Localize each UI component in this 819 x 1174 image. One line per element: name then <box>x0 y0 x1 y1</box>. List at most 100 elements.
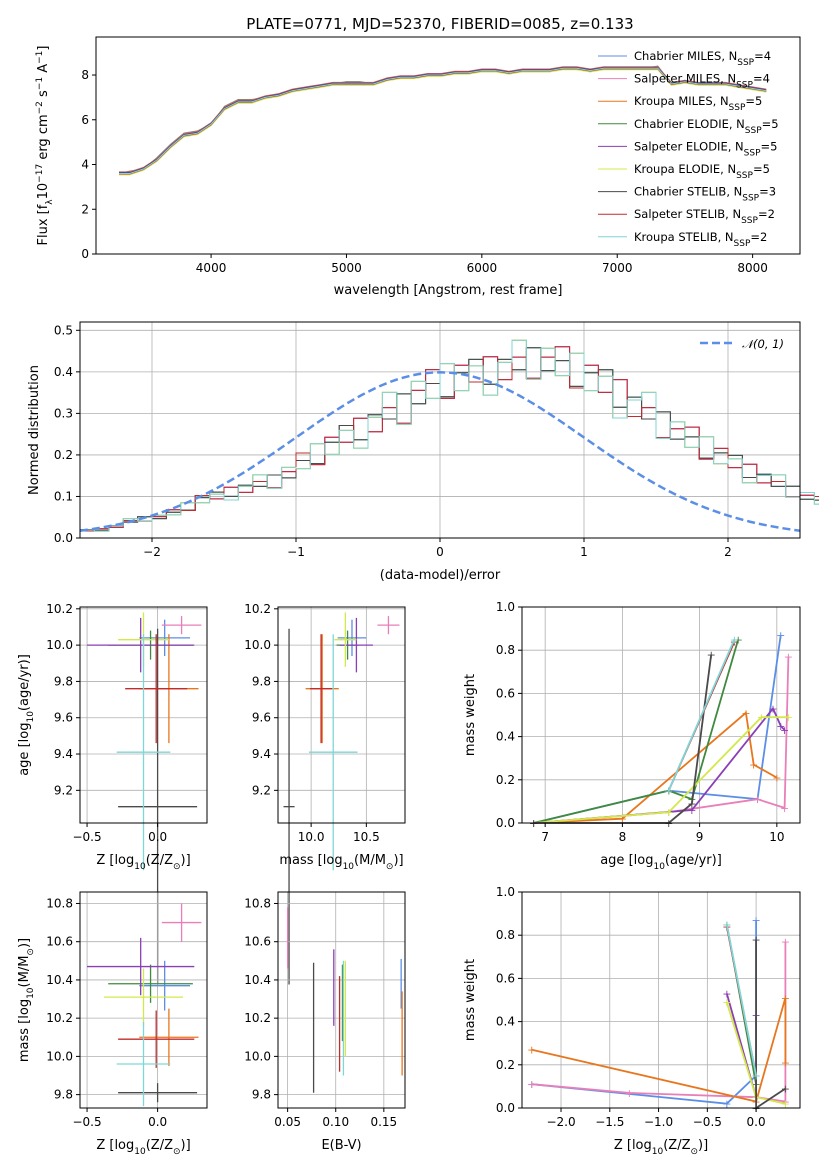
y-tick-label: 0.4 <box>496 730 515 744</box>
mass-weight-marker: + <box>722 996 731 1009</box>
legend-text: Salpeter STELIB, N <box>634 207 741 221</box>
x-axis-label: Z [log10(Z/Z⊙)] <box>96 1138 190 1157</box>
y-tick-label: 10.6 <box>46 935 73 949</box>
mass-weight-marker: + <box>781 1096 790 1109</box>
legend-entry: Salpeter STELIB, NSSP=2 <box>634 207 775 226</box>
label-part: )] <box>181 1138 191 1153</box>
legend-text: =3 <box>759 185 776 199</box>
label-sup: −17 <box>35 164 45 183</box>
histogram-panel: −2 −1 0 1 2 0.0 0.1 0.2 0.3 0.4 0.5 (data-model)/er… <box>27 321 819 583</box>
legend-text: =5 <box>762 117 779 131</box>
y-tick-label: 10.4 <box>244 973 271 987</box>
x-tick-label: −0.5 <box>72 1115 101 1129</box>
y-tick-label: 10.0 <box>46 1049 73 1063</box>
label-part: age [ <box>600 853 633 868</box>
mass-weight-marker: + <box>527 1044 536 1057</box>
label-part: log <box>17 723 32 743</box>
mass-weight-marker: + <box>753 793 762 806</box>
x-tick-label: 0.15 <box>370 1115 397 1129</box>
legend-entry: Chabrier STELIB, NSSP=3 <box>634 185 776 204</box>
label-sup: −1 <box>35 51 45 64</box>
label-part: mass [ <box>17 1019 32 1062</box>
y-axis-label: mass [log10(M/M⊙)] <box>17 938 36 1062</box>
label-sub: 10 <box>343 862 355 872</box>
mass-weight-marker: + <box>722 988 731 1001</box>
legend-text: Salpeter MILES, N <box>634 72 736 86</box>
label-part: Z [ <box>96 853 114 868</box>
label-sub: 10 <box>134 1147 146 1157</box>
mass-weight-marker: + <box>664 806 673 819</box>
label-part: (Z/Z <box>663 1138 690 1153</box>
axes-frame <box>277 606 406 824</box>
gaussian-curve <box>79 371 801 532</box>
y-tick-label: 0.2 <box>496 1058 515 1072</box>
y-tick-label: 10.2 <box>46 602 73 616</box>
y-tick-label: 0.0 <box>496 1101 515 1115</box>
x-tick-label: 8 <box>619 830 627 844</box>
legend-text: Chabrier STELIB, N <box>634 185 742 199</box>
x-axis-label: Z [log10(Z/Z⊙)] <box>614 1138 708 1157</box>
label-part: )] <box>181 853 191 868</box>
x-tick-label: 5000 <box>331 261 362 275</box>
y-tick-label: 9.6 <box>252 711 271 725</box>
age-vs-Z-panel: −0.5 0.09.29.49.69.810.010.2Z [log10(Z/Z⊙… <box>17 602 208 985</box>
y-tick-label: 10.6 <box>244 935 271 949</box>
label-sub: 10 <box>134 862 146 872</box>
mass-weight-marker: + <box>730 633 739 646</box>
x-tick-label: 8000 <box>737 261 768 275</box>
y-tick-label: 0.6 <box>496 971 515 985</box>
mass-weight-marker: + <box>722 918 731 931</box>
label-sub: ⊙ <box>690 1147 698 1157</box>
legend-text: =2 <box>758 207 775 221</box>
label-sub: ⊙ <box>173 862 181 872</box>
label-sub: 10 <box>653 862 665 872</box>
label-part: s <box>36 90 51 101</box>
legend-entry: 𝒩(0, 1) <box>742 337 784 351</box>
label-part: )] <box>17 938 32 948</box>
mass-weight-marker: + <box>730 636 739 649</box>
legend-entry: Kroupa MILES, NSSP=5 <box>634 94 762 113</box>
legend-text: Kroupa ELODIE, N <box>634 162 736 176</box>
y-tick-label: 10.4 <box>46 973 73 987</box>
label-part: ] <box>17 654 32 659</box>
mass-weight-marker: + <box>722 1098 731 1111</box>
y-tick-label: 9.6 <box>54 711 73 725</box>
mass-vs-EBV-panel: 0.05 0.10 0.15 9.8 10.0 10.2 10.4 10.6 10.8 E(B-V… <box>244 891 406 1153</box>
mass-weight-marker: + <box>757 711 766 724</box>
y-tick-label: 0.3 <box>54 406 73 420</box>
mass-weight-marker: + <box>734 633 743 646</box>
figure-title: PLATE=0771, MJD=52370, FIBERID=0085, z=0… <box>246 15 633 33</box>
y-tick-label: 0.6 <box>496 686 515 700</box>
x-axis-label: (data-model)/error <box>380 568 501 583</box>
x-tick-label: −1 <box>287 545 305 559</box>
x-tick-label: 10.0 <box>298 830 325 844</box>
label-sub: 10 <box>652 1147 664 1157</box>
label-part: ] <box>717 853 722 868</box>
label-part: A <box>36 64 51 77</box>
label-part: (M/M <box>354 853 386 868</box>
label-part: (Z/Z <box>146 1138 173 1153</box>
histogram-step <box>80 346 819 532</box>
axes-frame <box>277 891 406 1109</box>
histogram-step <box>80 347 819 531</box>
mass-weight-line <box>533 634 782 824</box>
label-part: Z [ <box>614 1138 632 1153</box>
spectrum-panel: 4000 5000 6000 7000 8000 0 2 4 6 8 wavelength [Ang… <box>35 36 801 298</box>
mass-weight-marker: + <box>780 724 789 737</box>
legend-sub: SSP <box>737 58 754 68</box>
legend-text: Kroupa STELIB, N <box>634 230 734 244</box>
axes-frame <box>79 606 208 824</box>
mass-weight-marker: + <box>751 1070 760 1083</box>
legend-text: Chabrier ELODIE, N <box>634 117 745 131</box>
mass-weight-marker: + <box>780 802 789 815</box>
legend-entry: Kroupa ELODIE, NSSP=5 <box>634 162 770 181</box>
y-tick-label: 9.2 <box>252 783 271 797</box>
label-sub: ⊙ <box>26 948 36 956</box>
histogram-step <box>80 339 819 532</box>
mass-weight-marker: + <box>687 804 696 817</box>
label-part: (age/yr) <box>17 659 32 711</box>
mass-weight-marker: + <box>687 798 696 811</box>
x-tick-label: 0.0 <box>747 1115 766 1129</box>
y-tick-label: 9.2 <box>54 783 73 797</box>
